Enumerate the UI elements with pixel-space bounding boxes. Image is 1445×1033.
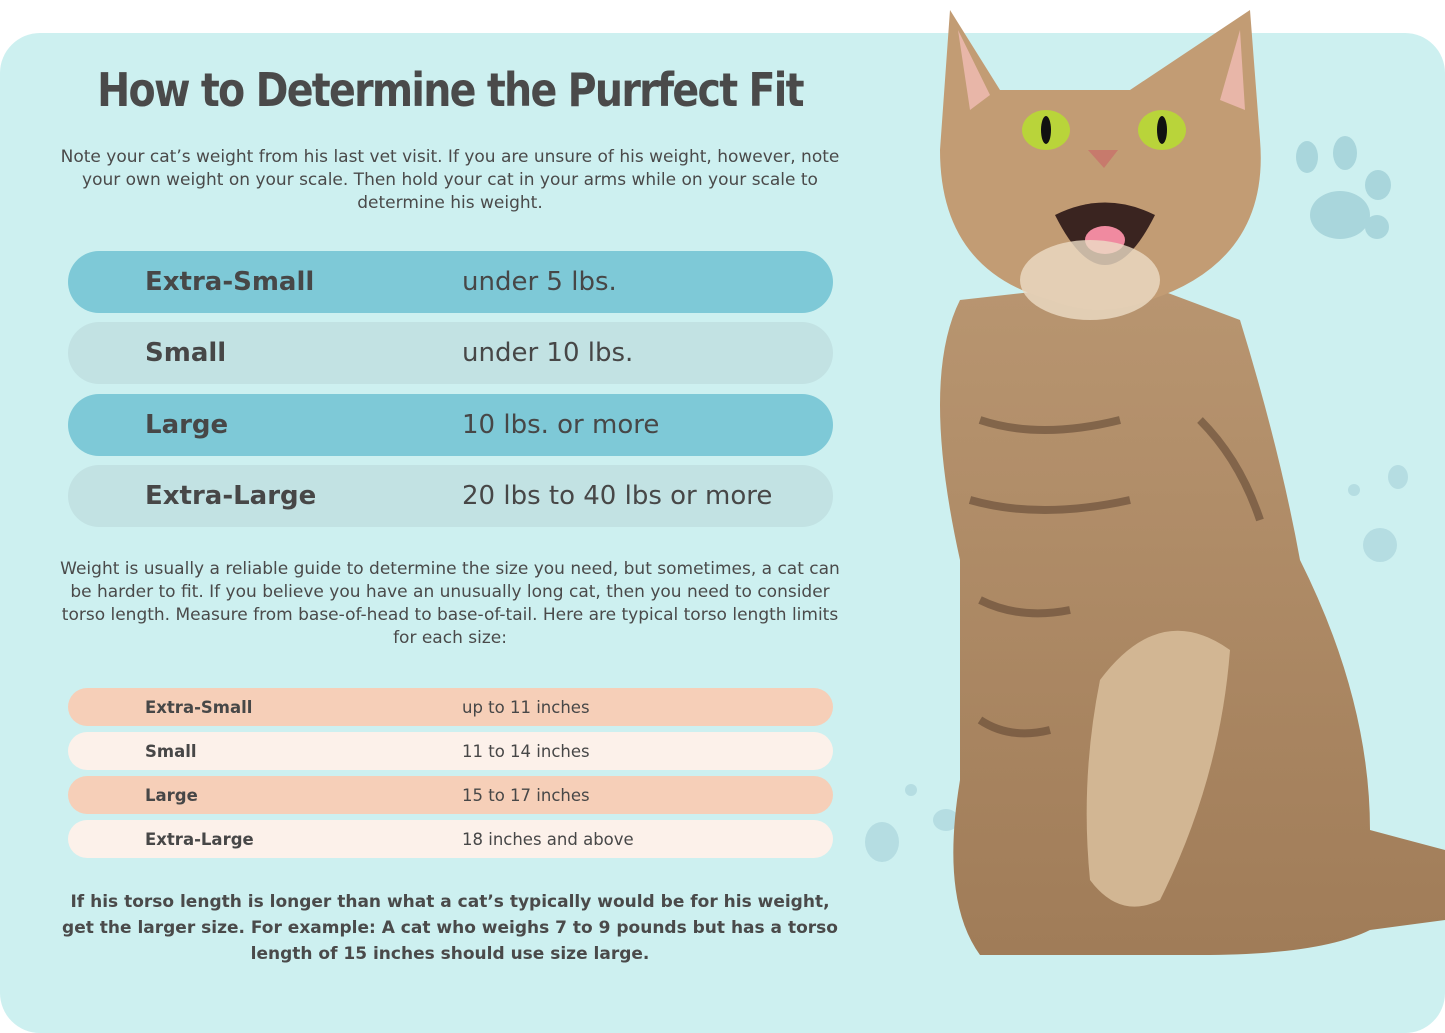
torso-row: Extra-Large 18 inches and above <box>68 820 833 858</box>
weight-range: 20 lbs to 40 lbs or more <box>462 481 773 511</box>
weight-row: Extra-Large 20 lbs to 40 lbs or more <box>68 465 833 527</box>
page-title: How to Determine the Purrfect Fit <box>97 63 804 117</box>
torso-note: If his torso length is longer than what … <box>62 892 838 964</box>
size-label: Extra-Large <box>145 481 317 511</box>
torso-row: Extra-Small up to 11 inches <box>68 688 833 726</box>
torso-range: up to 11 inches <box>462 697 590 717</box>
size-label: Small <box>145 741 197 761</box>
paw-print-icon <box>1296 136 1391 239</box>
size-label: Large <box>145 410 229 440</box>
weight-row: Small under 10 lbs. <box>68 322 833 384</box>
weight-range: under 10 lbs. <box>462 338 634 368</box>
weight-range: under 5 lbs. <box>462 267 617 297</box>
size-label: Extra-Small <box>145 267 315 297</box>
torso-intro-text: Weight is usually a reliable guide to de… <box>60 559 840 648</box>
size-label: Large <box>145 785 198 805</box>
paw-print-icon <box>865 784 959 862</box>
weight-range: 10 lbs. or more <box>462 410 660 440</box>
torso-range: 15 to 17 inches <box>462 785 590 805</box>
size-label: Small <box>145 338 227 368</box>
paw-print-icon <box>1348 465 1408 562</box>
torso-range: 18 inches and above <box>462 829 634 849</box>
intro-text: Note your cat’s weight from his last vet… <box>60 147 840 213</box>
size-label: Extra-Small <box>145 697 253 717</box>
size-label: Extra-Large <box>145 829 254 849</box>
torso-range: 11 to 14 inches <box>462 741 590 761</box>
torso-row: Small 11 to 14 inches <box>68 732 833 770</box>
weight-row: Extra-Small under 5 lbs. <box>68 251 833 313</box>
torso-row: Large 15 to 17 inches <box>68 776 833 814</box>
weight-row: Large 10 lbs. or more <box>68 394 833 456</box>
tabby-cat-photo <box>940 10 1445 955</box>
